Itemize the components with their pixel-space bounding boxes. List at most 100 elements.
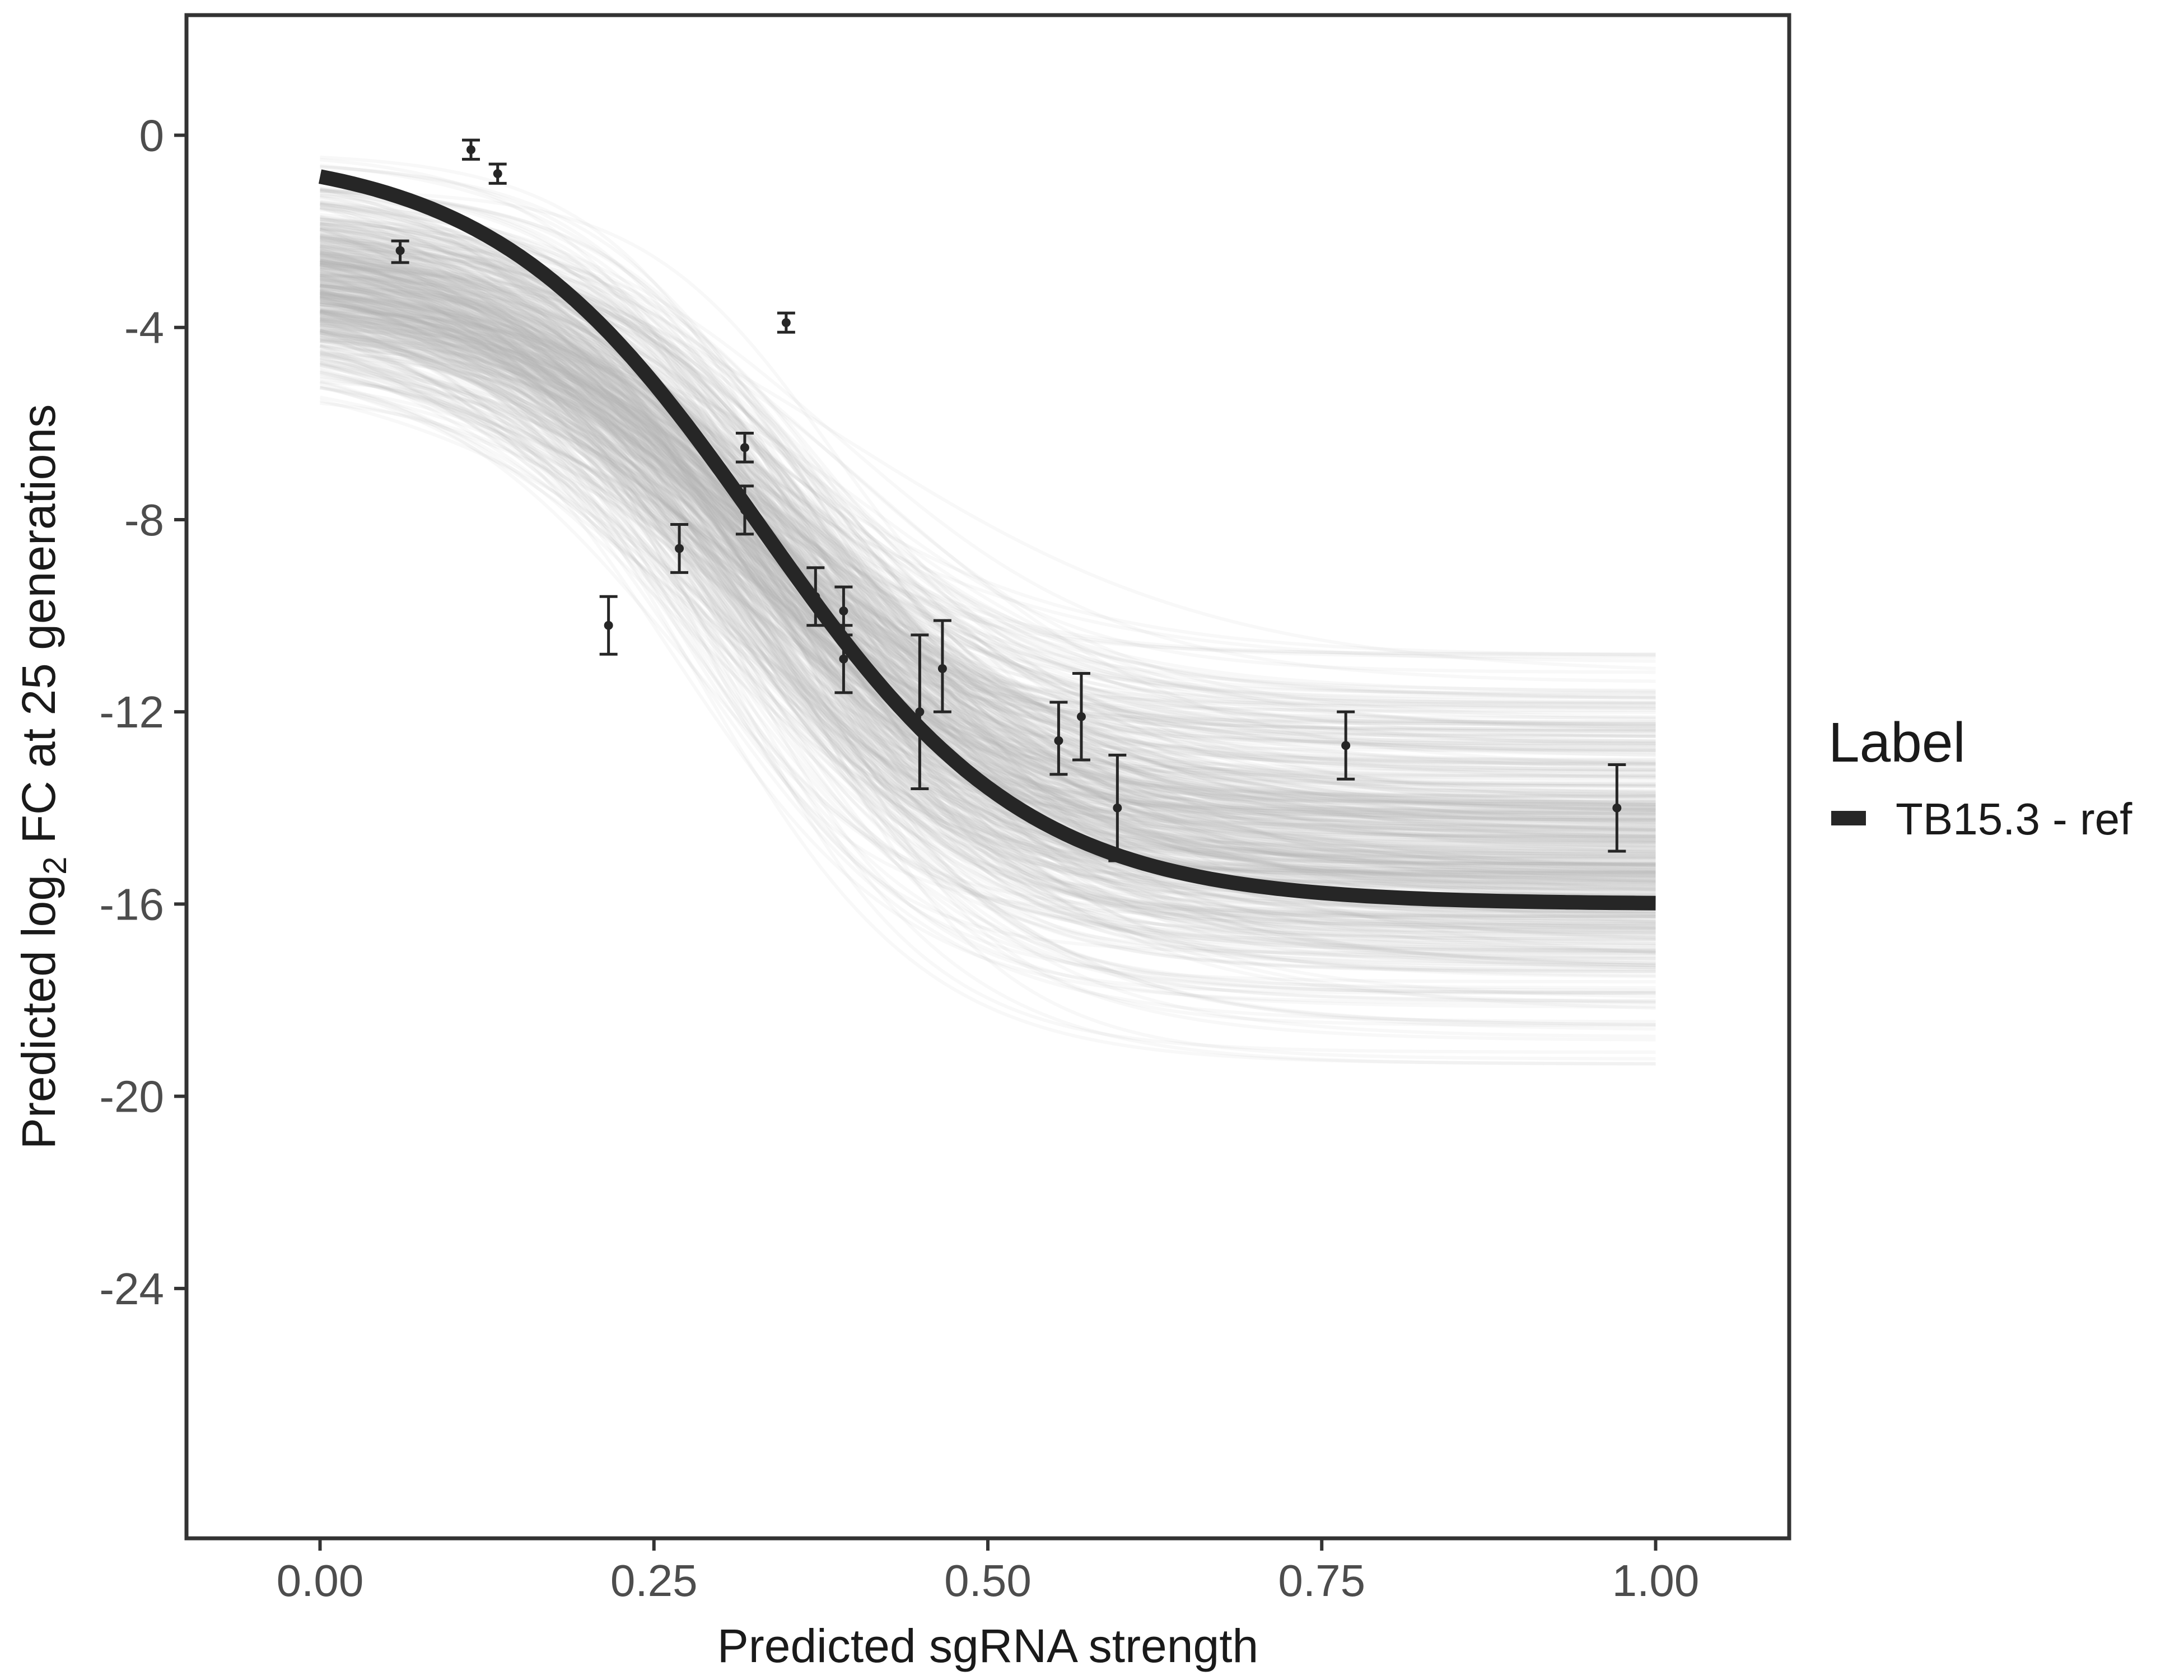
observation-point (1072, 672, 1090, 762)
posterior-draw-line (320, 165, 1656, 911)
observation-marker (395, 246, 405, 255)
posterior-draw-line (320, 260, 1656, 757)
observation-marker (466, 145, 476, 155)
posterior-draw-line (320, 312, 1656, 856)
y-axis: 0 -4 -8 -12 -16 -20 -24 (99, 111, 185, 1314)
posterior-draw-line (320, 386, 1656, 777)
posterior-draw-line (320, 273, 1656, 822)
posterior-draw-line (320, 235, 1656, 806)
posterior-draw-line (319, 336, 1656, 878)
posterior-draw-line (319, 289, 1656, 842)
observation-point (806, 566, 825, 627)
posterior-draw-line (320, 267, 1656, 696)
observation-marker (1054, 736, 1063, 745)
posterior-draw-line (320, 263, 1656, 745)
posterior-draw-line (320, 294, 1656, 804)
posterior-draw-line (320, 259, 1656, 869)
posterior-draw-line (320, 250, 1656, 848)
posterior-draw-line (319, 251, 1656, 955)
posterior-draw-line (320, 282, 1656, 937)
posterior-draw-line (319, 339, 1656, 806)
posterior-draw-line (320, 339, 1656, 762)
posterior-draw-line (320, 258, 1656, 804)
posterior-draw-line (320, 310, 1656, 728)
posterior-draw-line (319, 187, 1656, 955)
posterior-draw-line (320, 282, 1656, 874)
posterior-draw-line (320, 243, 1656, 812)
posterior-draw-line (320, 262, 1656, 876)
posterior-draw-line (320, 303, 1656, 1003)
posterior-draw-line (320, 292, 1656, 890)
posterior-draw-line (319, 330, 1656, 969)
posterior-draw-line (320, 295, 1656, 731)
posterior-draw-line (320, 200, 1656, 885)
posterior-draw-line (320, 358, 1656, 700)
posterior-draw-line (319, 295, 1656, 743)
posterior-draw-line (320, 290, 1656, 970)
posterior-draw-line (319, 265, 1656, 1026)
posterior-draw-line (320, 254, 1656, 960)
posterior-draw-line (320, 284, 1656, 883)
posterior-draw-line (320, 186, 1656, 843)
posterior-draw-line (320, 223, 1656, 840)
posterior-draw-line (319, 279, 1656, 809)
posterior-draw-line (320, 311, 1656, 841)
posterior-draw-line (319, 343, 1656, 954)
posterior-draw-line (319, 310, 1656, 753)
posterior-draw-line (320, 332, 1656, 943)
posterior-draw-line (319, 333, 1656, 1031)
legend-key-tb15-3-ref (1831, 811, 1866, 825)
posterior-draw-line (319, 291, 1656, 802)
y-axis-title-main: Predicted log (12, 875, 65, 1149)
posterior-draw-line (319, 274, 1656, 710)
posterior-draw-line (319, 344, 1656, 878)
posterior-draw-line (320, 294, 1656, 881)
posterior-draw-line (319, 267, 1656, 858)
posterior-draw-line (319, 284, 1656, 923)
posterior-draw-line (319, 369, 1656, 833)
posterior-draw-line (319, 246, 1656, 848)
posterior-draw-line (320, 265, 1656, 727)
posterior-draw-line (320, 270, 1656, 815)
posterior-draw-line (320, 355, 1656, 766)
observation-marker (740, 505, 749, 515)
posterior-draw-line (320, 311, 1656, 795)
posterior-draw-line (320, 271, 1656, 821)
posterior-draw-line (319, 363, 1656, 745)
observation-marker (839, 606, 848, 615)
posterior-draw-line (319, 332, 1656, 933)
posterior-draw-line (319, 249, 1656, 812)
posterior-draw-line (320, 309, 1656, 875)
y-tick-label: -8 (124, 495, 164, 545)
posterior-draw-line (320, 288, 1656, 828)
posterior-draw-line (320, 297, 1656, 856)
posterior-draw-line (319, 368, 1656, 914)
posterior-draw-line (320, 236, 1656, 738)
posterior-draw-line (319, 357, 1656, 788)
posterior-draw-line (320, 331, 1656, 780)
posterior-draw-line (320, 221, 1656, 783)
posterior-draw-line (319, 233, 1656, 817)
posterior-draw-line (320, 245, 1656, 884)
y-tick-label: -24 (99, 1264, 164, 1314)
observation-marker (1341, 741, 1351, 750)
posterior-draw-line (320, 207, 1656, 700)
posterior-draw-line (320, 263, 1656, 733)
posterior-draw-line (319, 349, 1656, 930)
posterior-draw-line (319, 244, 1656, 858)
observation-point (599, 595, 618, 656)
posterior-draw-line (320, 202, 1656, 890)
posterior-draw-line (319, 310, 1656, 842)
posterior-draw-line (319, 223, 1656, 769)
posterior-draw-line (319, 294, 1656, 875)
posterior-draw-line (319, 258, 1656, 715)
posterior-draw-line (320, 239, 1656, 787)
posterior-draw-line (320, 271, 1656, 978)
observation-point (462, 138, 480, 161)
observation-marker (839, 654, 848, 664)
posterior-draw-line (320, 239, 1656, 937)
posterior-draw-line (320, 283, 1656, 752)
posterior-draw-line (320, 258, 1656, 923)
posterior-draw-line (319, 262, 1656, 787)
posterior-draw-line (319, 301, 1656, 1066)
